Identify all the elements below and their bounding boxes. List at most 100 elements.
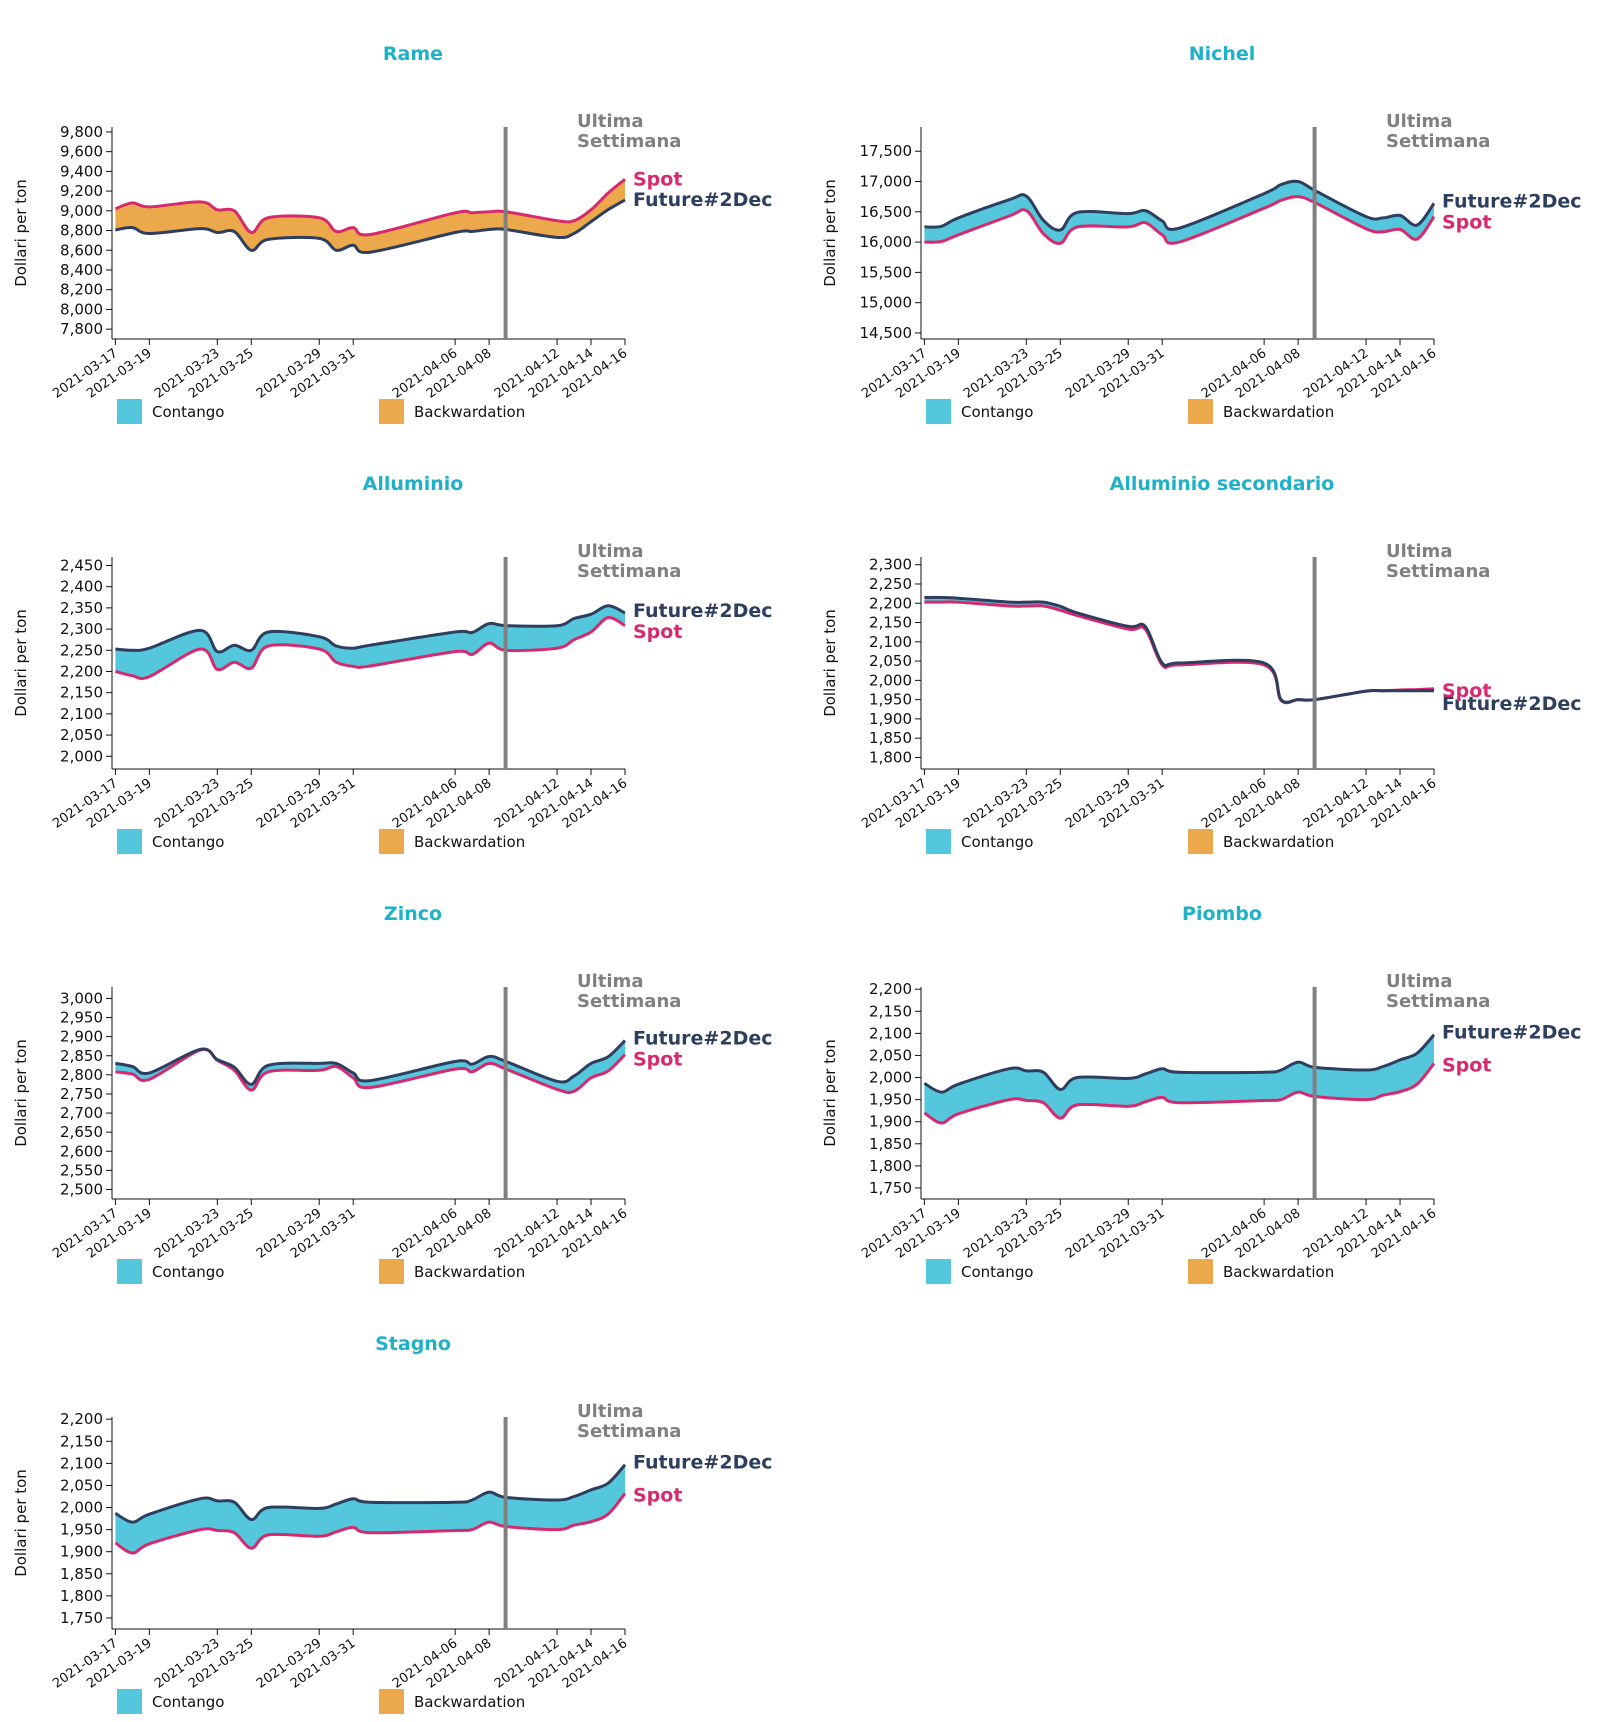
y-tick-label: 14,500 xyxy=(860,324,913,342)
y-tick-label: 2,900 xyxy=(60,1028,103,1046)
y-tick-label: 1,950 xyxy=(869,1091,912,1109)
chart-panel-zinco: Zinco Dollari per ton 3,000 2,950 2,900 2,850… xyxy=(0,860,809,1290)
chart-title: Alluminio secondario xyxy=(1110,473,1335,495)
legend-contango-swatch xyxy=(117,829,142,854)
chart-title: Zinco xyxy=(384,903,442,925)
last-week-label: Settimana xyxy=(577,131,681,152)
y-tick-label: 2,750 xyxy=(60,1085,103,1103)
y-tick-label: 2,050 xyxy=(869,1046,912,1064)
y-tick-label: 2,050 xyxy=(869,652,912,670)
future-line xyxy=(924,179,1436,232)
chart-svg: Zinco Dollari per ton 3,000 2,9502,9002,850… xyxy=(12,903,773,1284)
legend-backwardation-label: Backwardation xyxy=(414,1693,525,1711)
y-tick-label: 2,300 xyxy=(60,620,103,638)
y-tick-label: 2,250 xyxy=(869,575,912,593)
legend-contango-label: Contango xyxy=(152,1263,224,1281)
chart-panel-alluminio-secondario: Alluminio secondario Dollari per ton 2,300… xyxy=(809,430,1618,860)
last-week-label: Ultima xyxy=(577,111,643,132)
last-week-label: Settimana xyxy=(577,991,681,1012)
spot-line xyxy=(924,195,1436,245)
last-week-label: Settimana xyxy=(1386,131,1490,152)
y-tick-label: 7,800 xyxy=(60,320,103,338)
y-tick-label: 1,750 xyxy=(60,1609,103,1627)
legend-contango-swatch xyxy=(117,1259,142,1284)
y-axis-label: Dollari per ton xyxy=(821,179,839,287)
future-line xyxy=(115,198,626,255)
y-tick-label: 8,600 xyxy=(60,241,103,259)
y-tick-label: 9,200 xyxy=(60,182,103,200)
chart-panel-rame: Rame Dollari per ton 9,800 9,600 9,400 9,200 9… xyxy=(0,0,809,430)
legend-contango-swatch xyxy=(117,399,142,424)
legend-backwardation-label: Backwardation xyxy=(414,1263,525,1281)
future-series-label: Future#2Dec xyxy=(1442,190,1582,212)
chart-title: Stagno xyxy=(375,1333,451,1355)
y-tick-label: 2,100 xyxy=(869,633,912,651)
y-tick-label: 2,200 xyxy=(60,1410,103,1428)
y-tick-label: 17,000 xyxy=(860,173,913,191)
spot-line xyxy=(923,1062,1436,1125)
y-tick-label: 1,750 xyxy=(869,1179,912,1197)
future-series-label: Future#2Dec xyxy=(633,189,773,211)
spot-series-label: Spot xyxy=(1442,211,1491,233)
future-line xyxy=(923,1033,1436,1094)
y-tick-label: 1,850 xyxy=(869,729,912,747)
chart-svg: Stagno Dollari per ton 2,200 2,150 2,100 2,05… xyxy=(12,1333,773,1714)
y-tick-label: 9,400 xyxy=(60,162,103,180)
y-tick-label: 15,000 xyxy=(860,294,913,312)
chart-title: Nichel xyxy=(1189,43,1256,65)
contango-area xyxy=(115,605,626,679)
spot-series-label: Spot xyxy=(633,1484,682,1506)
y-tick-label: 1,800 xyxy=(869,748,912,766)
last-week-label: Settimana xyxy=(1386,991,1490,1012)
last-week-label: Ultima xyxy=(577,971,643,992)
last-week-label: Settimana xyxy=(577,1421,681,1442)
y-tick-label: 2,800 xyxy=(60,1066,103,1084)
y-axis-label: Dollari per ton xyxy=(12,179,30,287)
y-tick-label: 16,000 xyxy=(860,233,913,251)
legend-contango-swatch xyxy=(926,399,951,424)
chart-title: Alluminio xyxy=(363,473,464,495)
y-tick-label: 1,950 xyxy=(869,691,912,709)
legend-contango-label: Contango xyxy=(152,403,224,421)
y-tick-label: 2,100 xyxy=(869,1024,912,1042)
y-tick-label: 2,600 xyxy=(60,1142,103,1160)
y-tick-label: 17,500 xyxy=(860,142,913,160)
contango-area xyxy=(924,597,1400,703)
y-tick-label: 2,000 xyxy=(60,747,103,765)
y-tick-label: 1,850 xyxy=(869,1135,912,1153)
y-tick-label: 2,000 xyxy=(60,1499,103,1517)
future-line xyxy=(114,1463,627,1524)
legend-contango-label: Contango xyxy=(961,403,1033,421)
y-tick-label: 2,150 xyxy=(60,1432,103,1450)
y-tick-label: 2,100 xyxy=(60,705,103,723)
legend-contango-swatch xyxy=(926,829,951,854)
chart-title: Rame xyxy=(383,43,443,65)
y-tick-label: 16,500 xyxy=(860,203,913,221)
y-tick-label: 2,700 xyxy=(60,1104,103,1122)
legend-backwardation-label: Backwardation xyxy=(1223,1263,1334,1281)
y-tick-label: 2,550 xyxy=(60,1161,103,1179)
y-tick-label: 2,400 xyxy=(60,578,103,596)
y-tick-label: 1,800 xyxy=(869,1157,912,1175)
y-tick-label: 9,800 xyxy=(60,123,103,141)
y-tick-label: 2,350 xyxy=(60,599,103,617)
legend-backwardation-swatch xyxy=(1188,399,1213,424)
legend-backwardation-swatch xyxy=(1188,1259,1213,1284)
y-tick-label: 2,250 xyxy=(60,641,103,659)
future-series-label: Future#2Dec xyxy=(633,1452,773,1474)
y-tick-label: 1,850 xyxy=(60,1565,103,1583)
y-axis-label: Dollari per ton xyxy=(12,609,30,717)
y-tick-label: 8,000 xyxy=(60,300,103,318)
y-tick-label: 2,100 xyxy=(60,1454,103,1472)
future-line xyxy=(115,1039,627,1086)
future-series-label: Future#2Dec xyxy=(633,600,773,622)
legend-backwardation-swatch xyxy=(379,829,404,854)
spot-line xyxy=(115,1047,627,1095)
y-tick-label: 1,900 xyxy=(869,710,912,728)
y-tick-label: 2,150 xyxy=(869,614,912,632)
future-line xyxy=(924,595,1434,704)
y-tick-label: 1,900 xyxy=(869,1113,912,1131)
y-axis-label: Dollari per ton xyxy=(821,1039,839,1147)
legend-contango-swatch xyxy=(117,1689,142,1714)
